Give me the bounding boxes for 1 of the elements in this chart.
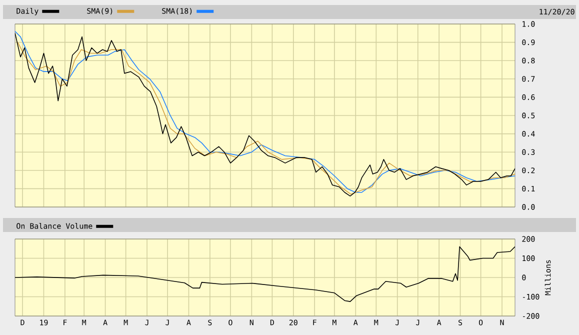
line-series bbox=[15, 246, 516, 302]
